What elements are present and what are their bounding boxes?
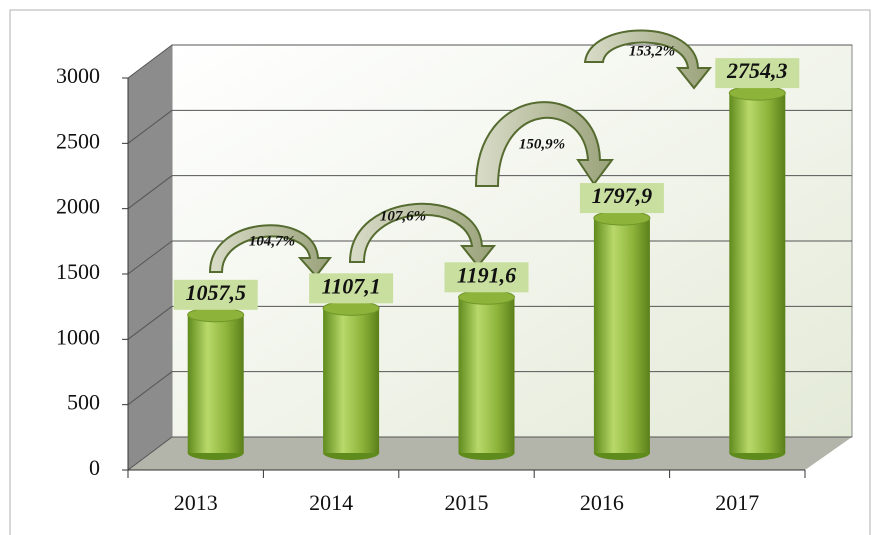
growth-label: 107,6% (380, 208, 426, 224)
value-label: 1797,9 (592, 183, 653, 208)
grid-line (127, 436, 173, 471)
growth-arrows (208, 29, 713, 278)
value-label: 2754,3 (726, 58, 788, 83)
frame (9, 9, 871, 535)
value-label: 1107,1 (321, 273, 380, 298)
bar (458, 289, 515, 460)
y-tick-label: 2500 (56, 128, 100, 153)
value-label-box (715, 58, 800, 89)
bar-top (593, 210, 651, 226)
y-tick-label: 2000 (56, 194, 100, 219)
value-label-box (309, 273, 394, 304)
bar-body (458, 297, 515, 453)
arrow (348, 202, 497, 268)
arrow (583, 29, 713, 90)
growth-label: 153,2% (629, 43, 675, 59)
value-label-box (444, 262, 529, 293)
grid-line (127, 371, 173, 406)
bar-top (728, 85, 786, 101)
arrow (208, 224, 333, 278)
x-tick-label: 2015 (445, 490, 489, 515)
bar (322, 300, 380, 460)
x-tick-label: 2017 (715, 490, 759, 515)
bar-body (323, 308, 380, 453)
bar-top (458, 289, 515, 305)
grid-line (127, 109, 173, 144)
x-tick-label: 2016 (580, 490, 624, 515)
y-tick-label: 1500 (56, 259, 100, 284)
bar-top (187, 307, 245, 323)
x-tick-label: 2013 (174, 490, 218, 515)
grid-line (127, 240, 173, 275)
bar (187, 307, 245, 460)
bar-top (322, 300, 380, 316)
value-label: 1191,6 (457, 262, 516, 287)
growth-label: 104,7% (249, 233, 295, 249)
grid-line (127, 305, 173, 340)
grid-line (127, 44, 173, 79)
bar (593, 210, 651, 460)
bar-body (729, 93, 786, 453)
value-label-box (579, 183, 664, 214)
y-tick-label: 1000 (56, 324, 100, 349)
arrow (474, 101, 614, 187)
y-tick-label: 0 (89, 455, 100, 480)
bar (728, 85, 786, 460)
y-tick-label: 3000 (56, 63, 100, 88)
bar-body (187, 314, 244, 453)
bar-body (593, 218, 650, 453)
y-tick-label: 500 (67, 390, 100, 415)
value-label-box (173, 279, 258, 310)
growth-label: 150,9% (519, 136, 565, 152)
x-tick-label: 2014 (309, 490, 353, 515)
value-label: 1057,5 (185, 280, 246, 305)
grid-line (127, 175, 173, 210)
